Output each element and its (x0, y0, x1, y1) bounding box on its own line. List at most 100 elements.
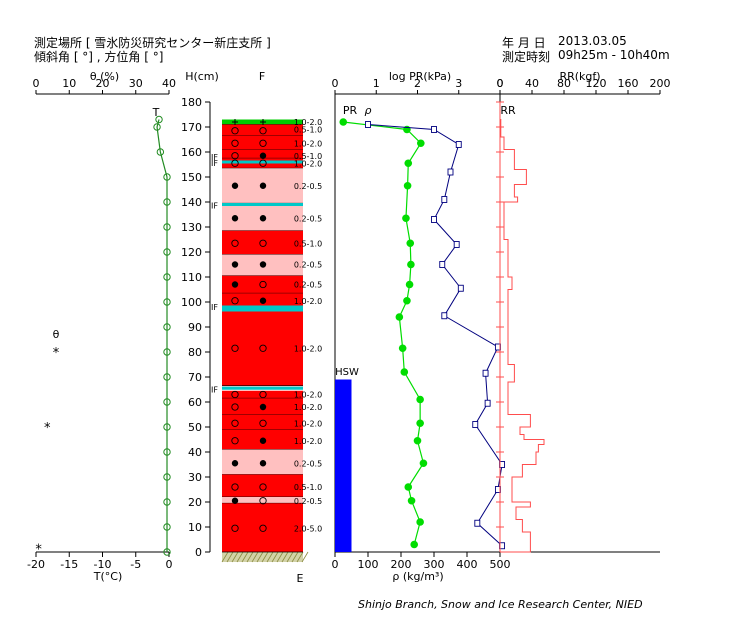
grain-size-label: 1.0-2.0 (294, 139, 322, 148)
ground-hatch-line (241, 551, 249, 563)
penetration-point (484, 399, 491, 407)
theta-tick-label: 40 (162, 77, 176, 90)
grain-size-label: 1.0-2.0 (294, 403, 322, 412)
penetration-point (439, 261, 446, 268)
grain-size-label: 0.5-1.0 (294, 483, 322, 492)
time-label: 測定時刻 (502, 50, 551, 64)
height-tick-label: 0 (195, 546, 202, 559)
density-axis-label: ρ (kg/m³) (392, 570, 443, 583)
snow-layer (222, 474, 303, 497)
height-tick-label: 170 (181, 121, 202, 134)
rr-tick-label: 200 (650, 77, 671, 90)
grain-open-symbol (259, 139, 267, 147)
grain-open-symbol (231, 403, 239, 411)
ground-hatch-line (266, 551, 274, 563)
height-tick-label: 160 (181, 146, 202, 159)
hsw-label: HSW (335, 367, 359, 378)
grain-size-label: 1.0-2.0 (294, 297, 322, 306)
grain-open-symbol (231, 483, 239, 491)
density-tick-label: 0 (332, 558, 339, 571)
penetration-point (482, 369, 489, 377)
stratigraphy-column-label: F (259, 70, 265, 83)
temperature-point (163, 323, 171, 331)
stratigraphy-bottom-label: E (297, 572, 304, 585)
grain-size-label: 0.5-1.0 (294, 239, 322, 248)
theta-star-point: * (44, 421, 51, 436)
grain-size-label: 1.0-2.0 (294, 118, 322, 127)
density-point (416, 395, 424, 404)
temperature-axis-label: T(°C) (93, 570, 122, 583)
temperature-point (163, 273, 171, 281)
density-tick-label: 200 (391, 558, 412, 571)
grain-solid-symbol (231, 182, 239, 189)
density-point (404, 483, 413, 491)
grain-size-label: 1.0-2.0 (294, 344, 322, 353)
ram-resistance-steps (500, 119, 545, 553)
grain-solid-symbol (231, 460, 239, 467)
temperature-tick-label: -5 (130, 558, 141, 571)
grain-open-symbol (259, 344, 267, 352)
height-tick-label: 20 (188, 496, 202, 509)
pr-tick-label: 0 (332, 77, 339, 90)
rr-tick-label: 80 (557, 77, 571, 90)
density-tick-label: 300 (424, 558, 445, 571)
grain-size-label: 0.2-0.5 (294, 214, 322, 223)
ice-crust (222, 160, 303, 164)
temperature-point (163, 223, 171, 231)
grain-size-label: 0.2-0.5 (294, 261, 322, 270)
grain-open-symbol (259, 127, 267, 135)
grain-open-symbol (259, 419, 267, 427)
grain-open-symbol (259, 390, 267, 399)
grain-solid-symbol (259, 152, 267, 159)
ground-hatch-line (261, 551, 269, 563)
rr-tick-label: 160 (618, 77, 639, 90)
grain-solid-symbol (231, 281, 239, 288)
density-point (400, 368, 409, 376)
theta-axis-label: θ (%) (90, 70, 119, 83)
temperature-point (163, 498, 171, 506)
rho-series-label: ρ (365, 104, 372, 117)
theta-symbol-label: θ (53, 328, 60, 341)
ground-hatch-line (301, 551, 309, 563)
date-label: 年 月 日 (502, 36, 546, 50)
grain-open-symbol (259, 280, 267, 289)
rr-axis-label: RR(kgf) (559, 70, 600, 83)
density-point (419, 459, 428, 468)
grain-size-label: 1.0-2.0 (294, 419, 322, 428)
pr-tick-label: 3 (455, 77, 462, 90)
penetration-point (431, 216, 437, 223)
ground-hatch-line (226, 551, 234, 563)
density-point (410, 540, 419, 549)
ground-hatch-line (251, 551, 259, 563)
grain-open-symbol (231, 139, 239, 147)
theta-tick-label: 20 (96, 77, 110, 90)
density-point (416, 518, 424, 526)
grain-solid-symbol (259, 297, 267, 304)
temperature-point (163, 373, 171, 381)
temperature-tick-label: -10 (94, 558, 112, 571)
ice-formation-label: IF (211, 202, 218, 211)
grain-size-label: 0.2-0.5 (294, 497, 322, 506)
temperature-point (155, 115, 163, 124)
grain-open-symbol (259, 497, 267, 505)
grain-open-symbol (231, 344, 239, 352)
penetration-point (455, 141, 462, 148)
density-point (405, 280, 414, 289)
time-value: 09h25m - 10h40m (558, 48, 670, 62)
density-tick-label: 100 (358, 558, 379, 571)
density-point (416, 419, 424, 428)
ice-formation-label: IF (211, 303, 218, 312)
ground-hatch-line (281, 551, 289, 563)
height-tick-label: 180 (181, 96, 202, 109)
ice-formation-label: IF (211, 159, 218, 168)
grain-open-symbol (231, 152, 239, 160)
height-tick-label: 30 (188, 471, 202, 484)
height-tick-label: 40 (188, 446, 202, 459)
temperature-point (163, 548, 171, 556)
temperature-point (156, 148, 165, 156)
pr-tick-label: 1 (373, 77, 380, 90)
grain-size-label: 1.0-2.0 (294, 437, 322, 446)
ground-hatch-line (286, 551, 294, 563)
penetration-line (367, 124, 503, 547)
angle-label: 傾斜角 [ °] , 方位角 [ °] (34, 50, 164, 64)
